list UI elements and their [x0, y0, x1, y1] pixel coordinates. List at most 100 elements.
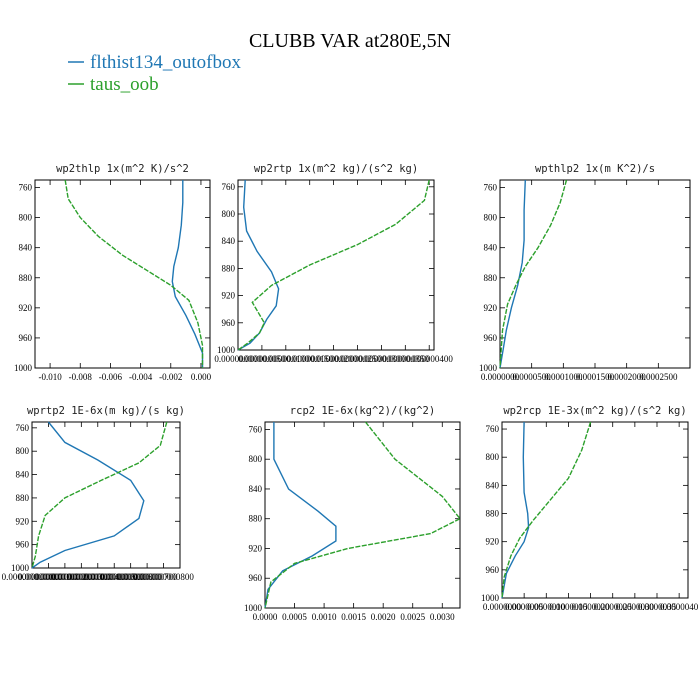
y-tick-label: 960 — [19, 333, 33, 343]
panel-title: wp2rcp 1E-3x(m^2 kg)/(s^2 kg) — [503, 405, 686, 417]
x-tick-label: 0.0000010 — [527, 602, 566, 612]
series-line-flthist134-outofbox — [237, 179, 280, 351]
x-tick-label: 0.0001000 — [544, 372, 583, 382]
y-tick-label: 840 — [16, 470, 30, 480]
x-tick-label: 0.0000500 — [513, 372, 552, 382]
x-tick-label: 0.000 — [191, 372, 212, 382]
y-tick-label: 1000 — [217, 345, 236, 355]
x-tick-label: -0.002 — [159, 372, 182, 382]
panel-3: wpthlp2 1x(m K^2)/s 760 800 840 880 920 960 100… — [479, 163, 691, 382]
y-tick-label: 1000 — [14, 363, 33, 373]
panel-title: wp2rtp 1x(m^2 kg)/(s^2 kg) — [254, 163, 418, 175]
y-tick-label: 1000 — [481, 593, 500, 603]
y-tick-label: 920 — [16, 516, 30, 526]
x-tick-label: 0.0000040 — [660, 602, 699, 612]
x-tick-label: -0.004 — [129, 372, 153, 382]
x-tick-label: 0.0001500 — [576, 372, 615, 382]
panel-2: wp2rtp 1x(m^2 kg)/(s^2 kg) 760 800 840 880 92… — [214, 163, 453, 364]
series-line-taus-oob — [31, 421, 168, 569]
legend-label-flthist134: flthist134_outofbox — [90, 52, 241, 73]
x-tick-label: 0.0000000 — [481, 372, 520, 382]
y-tick-label: 960 — [249, 573, 263, 583]
y-tick-label: 880 — [16, 493, 30, 503]
y-tick-label: 1000 — [479, 363, 498, 373]
y-tick-label: 760 — [486, 424, 500, 434]
x-tick-label: 0.000000300 — [358, 354, 406, 364]
panel-6: wp2rcp 1E-3x(m^2 kg)/(s^2 kg)760 800 840 88… — [481, 405, 699, 612]
y-tick-label: 880 — [484, 273, 498, 283]
x-tick-label: 0.0025 — [400, 612, 425, 622]
legend-label-taus-oob: taus_oob — [90, 74, 159, 95]
y-tick-label: 960 — [484, 333, 498, 343]
y-tick-label: 840 — [486, 480, 500, 490]
x-tick-label: 0.0000 — [253, 612, 278, 622]
plot-frame — [31, 421, 181, 569]
x-tick-label: 0.0002000 — [608, 372, 647, 382]
y-tick-label: 760 — [484, 183, 498, 193]
panel-1: wp2thlp 1x(m^2 K)/s^2 760 800 840 880 920 960 1… — [14, 163, 212, 382]
panel-5: rcp2 1E-6x(kg^2)/(kg^2) 760 800 840 880 920 96… — [244, 405, 462, 622]
y-tick-label: 920 — [486, 537, 500, 547]
y-tick-label: 800 — [16, 446, 30, 456]
x-tick-label: -0.010 — [38, 372, 62, 382]
y-tick-label: 840 — [222, 236, 236, 246]
y-tick-label: 800 — [19, 213, 33, 223]
x-tick-label: 0.000000000400 — [67, 572, 128, 582]
panel-title: rcp2 1E-6x(kg^2)/(kg^2) — [290, 405, 435, 417]
figure-title: CLUBB VAR at280E,5N — [249, 30, 451, 52]
y-tick-label: 1000 — [11, 563, 30, 573]
x-tick-label: 0.0000025 — [594, 602, 633, 612]
x-tick-label: -0.008 — [69, 372, 93, 382]
y-tick-label: 840 — [249, 484, 263, 494]
series-line-flthist134-outofbox — [501, 421, 530, 599]
plot-frame — [499, 179, 691, 369]
x-tick-label: 0.000000350 — [382, 354, 430, 364]
panel-title: wprtp2 1E-6x(m kg)/(s kg) — [27, 405, 185, 417]
plot-frame — [501, 421, 689, 599]
y-tick-label: 960 — [222, 318, 236, 328]
x-tick-label: 0.000000000000 — [2, 572, 63, 582]
plot-frame — [264, 421, 461, 609]
x-tick-label: 0.000000000300 — [51, 572, 112, 582]
y-tick-label: 800 — [484, 213, 498, 223]
y-tick-label: 760 — [19, 183, 33, 193]
y-tick-label: 800 — [249, 454, 263, 464]
y-tick-label: 1000 — [244, 603, 263, 613]
x-tick-label: 0.0005 — [282, 612, 307, 622]
series-line-flthist134-outofbox — [499, 179, 526, 369]
y-tick-label: 800 — [222, 209, 236, 219]
x-tick-label: 0.000000000700 — [117, 572, 178, 582]
y-tick-label: 880 — [222, 263, 236, 273]
series-line-taus-oob — [237, 179, 430, 351]
x-tick-label: 0.0030 — [430, 612, 455, 622]
y-tick-label: 840 — [484, 243, 498, 253]
y-tick-label: 920 — [222, 291, 236, 301]
panel-title: wpthlp2 1x(m K^2)/s — [535, 163, 655, 175]
y-tick-label: 880 — [19, 273, 33, 283]
x-tick-label: 0.0000030 — [616, 602, 655, 612]
plot-frame — [34, 179, 211, 369]
panels: wp2thlp 1x(m^2 K)/s^2 760 800 840 880 920 960 1… — [2, 163, 699, 622]
series-line-taus-oob — [501, 421, 592, 599]
series-line-flthist134-outofbox — [264, 422, 337, 609]
series-line-taus-oob — [64, 179, 204, 368]
panel-title: wp2thlp 1x(m^2 K)/s^2 — [56, 163, 189, 175]
x-tick-label: 0.000000000500 — [84, 572, 145, 582]
x-tick-label: 0.000000100 — [262, 354, 310, 364]
series-line-flthist134-outofbox — [31, 421, 145, 569]
x-tick-label: 0.000000000100 — [18, 572, 79, 582]
y-tick-label: 880 — [249, 514, 263, 524]
y-tick-label: 880 — [486, 509, 500, 519]
x-tick-label: 0.000000400 — [406, 354, 454, 364]
y-tick-label: 960 — [16, 540, 30, 550]
x-tick-label: -0.006 — [99, 372, 123, 382]
x-tick-label: 0.000000200 — [310, 354, 358, 364]
x-tick-label: 0.0000035 — [638, 602, 677, 612]
x-tick-label: 0.000000000 — [214, 354, 262, 364]
x-tick-label: 0.0000020 — [571, 602, 610, 612]
series-line-flthist134-outofbox — [171, 180, 204, 368]
y-tick-label: 920 — [19, 303, 33, 313]
legend: flthist134_outofbox taus_oob — [68, 52, 241, 95]
x-tick-label: 0.0000000 — [483, 602, 522, 612]
